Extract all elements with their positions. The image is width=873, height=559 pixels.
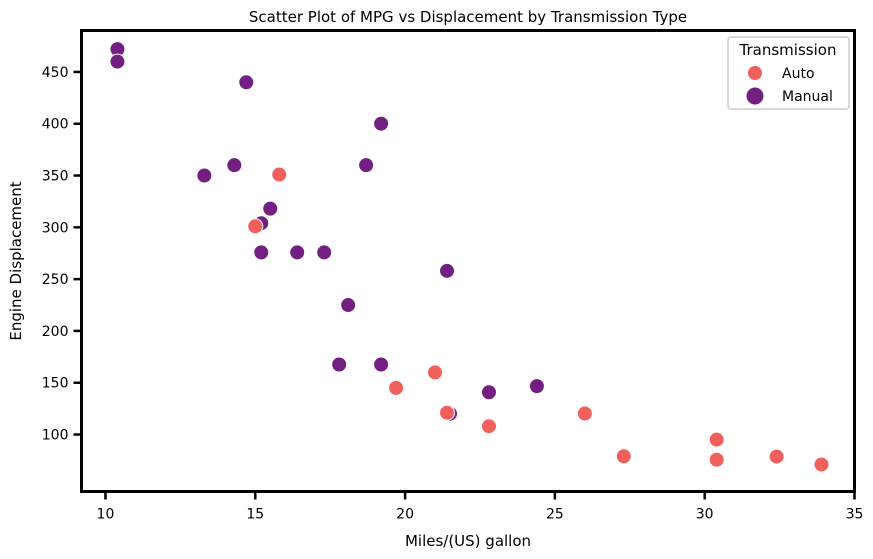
data-points	[109, 41, 830, 473]
y-tick-label: 200	[42, 324, 69, 340]
data-point-manual	[262, 200, 279, 217]
data-point-auto	[576, 405, 593, 422]
chart-title: Scatter Plot of MPG vs Displacement by T…	[249, 8, 687, 26]
data-point-manual	[196, 167, 213, 184]
legend-label-manual: Manual	[782, 89, 833, 105]
y-tick-label: 100	[42, 428, 69, 444]
y-tick-label: 400	[42, 117, 69, 133]
data-point-auto	[388, 379, 405, 396]
y-tick-label: 350	[42, 169, 69, 185]
legend-marker-auto	[747, 65, 763, 81]
x-axis-ticks: 10 15 20 25 30 35	[97, 491, 864, 523]
y-tick-label: 450	[42, 65, 69, 81]
y-axis-label: Engine Displacement	[7, 181, 25, 340]
legend-title: Transmission	[739, 41, 837, 59]
x-tick-label: 20	[396, 507, 414, 523]
y-tick-label: 150	[42, 376, 69, 392]
data-point-manual	[373, 356, 390, 373]
data-point-auto	[615, 448, 632, 465]
data-point-manual	[528, 378, 545, 395]
data-point-manual	[253, 244, 270, 261]
data-point-auto	[768, 448, 785, 465]
x-tick-label: 10	[97, 507, 115, 523]
data-point-manual	[340, 297, 357, 314]
x-axis-label: Miles/(US) gallon	[405, 532, 531, 550]
y-axis-ticks: 100 150 200 250 300 350 400 450	[42, 65, 82, 444]
y-tick-label: 250	[42, 272, 69, 288]
data-point-auto	[708, 431, 725, 448]
legend-marker-manual	[745, 86, 765, 106]
legend: Transmission Auto Manual	[727, 36, 850, 110]
data-point-manual	[331, 356, 348, 373]
data-point-manual	[238, 74, 255, 91]
data-point-manual	[316, 244, 333, 261]
data-point-manual	[109, 53, 126, 70]
x-tick-label: 25	[546, 507, 564, 523]
plot-frame	[80, 29, 856, 493]
data-point-auto	[439, 404, 456, 421]
data-point-manual	[226, 157, 243, 174]
x-tick-label: 35	[846, 507, 864, 523]
data-point-auto	[480, 418, 497, 435]
x-tick-label: 15	[246, 507, 264, 523]
data-point-manual	[480, 384, 497, 401]
y-tick-label: 300	[42, 220, 69, 236]
data-point-auto	[427, 364, 444, 381]
data-point-auto	[271, 166, 288, 183]
legend-label-auto: Auto	[782, 66, 815, 82]
data-point-auto	[708, 451, 725, 468]
data-point-auto	[247, 218, 264, 235]
data-point-manual	[439, 262, 456, 279]
data-point-manual	[358, 157, 375, 174]
data-point-manual	[373, 115, 390, 132]
data-point-manual	[289, 244, 306, 261]
data-point-auto	[813, 456, 830, 473]
x-tick-label: 30	[696, 507, 714, 523]
